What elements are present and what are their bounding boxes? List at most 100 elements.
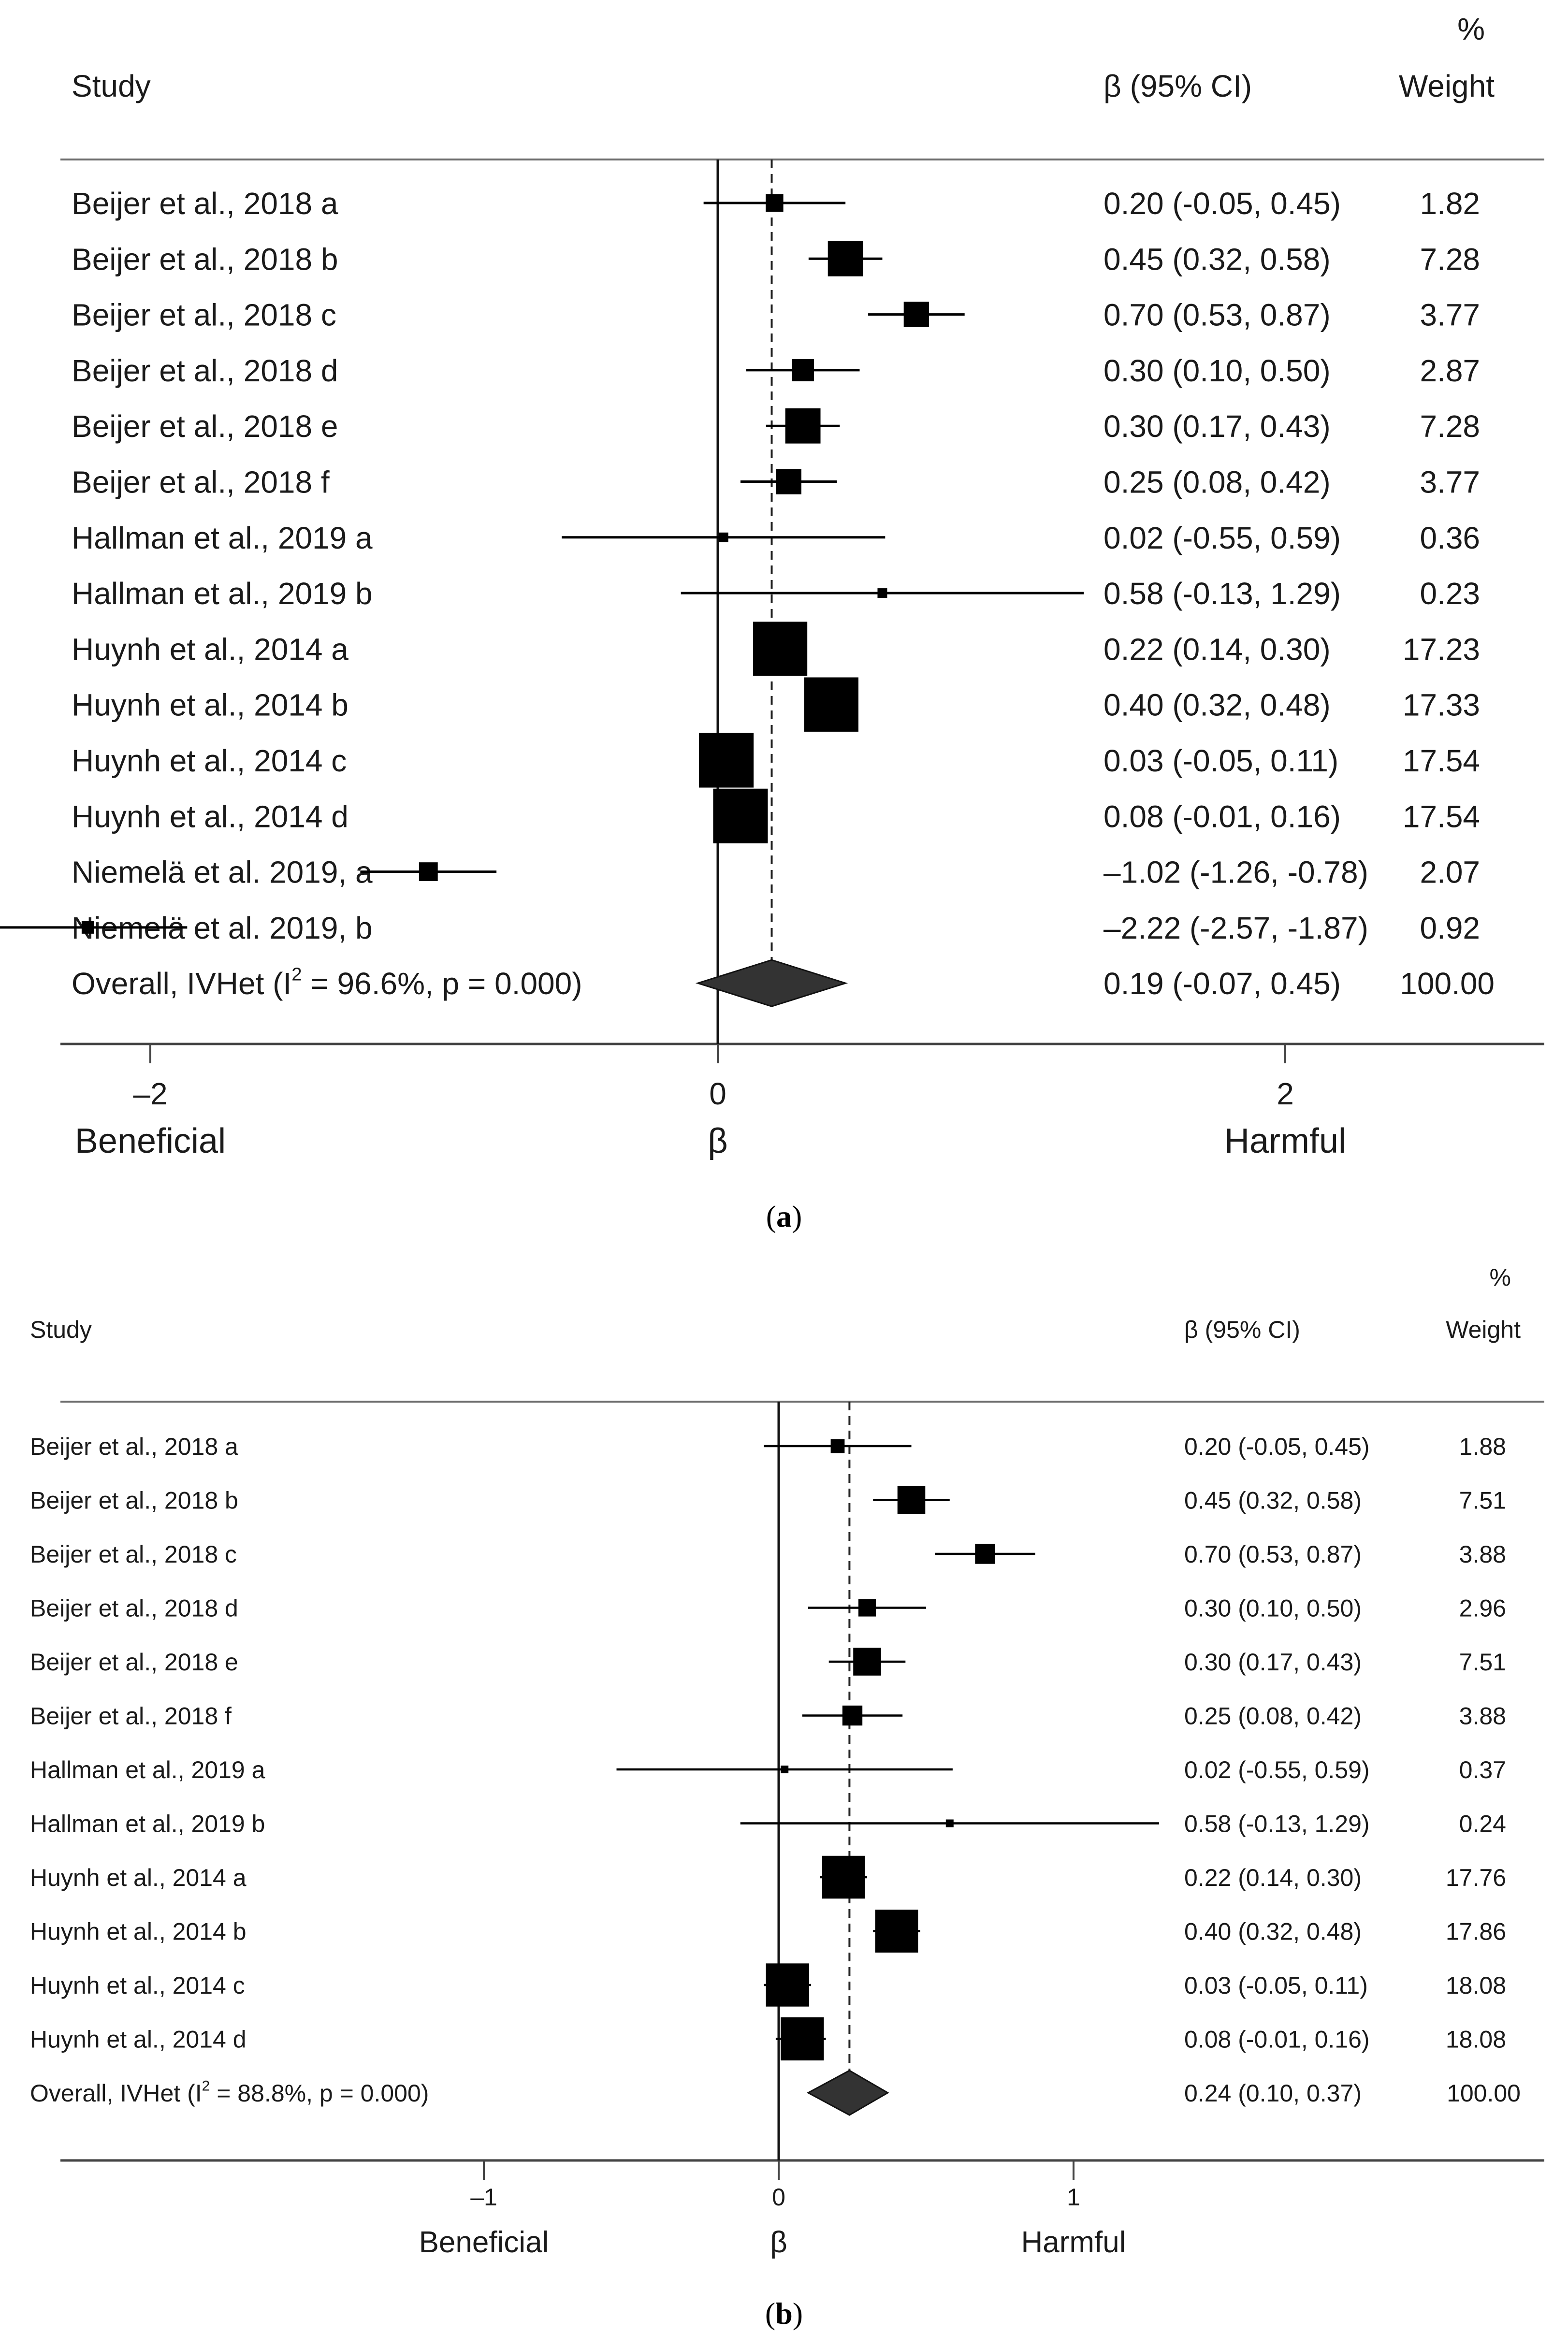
overall-weight-value: 100.00 [1447,2080,1521,2107]
weight-value: 1.88 [1459,1433,1506,1460]
x-tick-label: 1 [1067,2184,1080,2211]
study-name: Hallman et al., 2019 a [30,1756,265,1783]
point-estimate-box [766,1963,809,2007]
ci-value: 0.30 (0.10, 0.50) [1184,1595,1362,1622]
x-axis-title: β [770,2226,787,2259]
point-estimate-box [718,532,728,542]
point-estimate-box [853,1648,881,1676]
ci-value: 0.30 (0.10, 0.50) [1103,353,1331,388]
weight-value: 17.76 [1446,1864,1506,1891]
weight-value: 18.08 [1446,2026,1506,2053]
study-name: Huynh et al., 2014 d [30,2026,247,2053]
ci-value: 0.20 (-0.05, 0.45) [1184,1433,1370,1460]
overall-label: Overall, IVHet (I2 = 88.8%, p = 0.000) [30,2078,429,2107]
point-estimate-box [699,733,754,788]
weight-column-header: Weight [1399,69,1495,103]
weight-percent-header: % [1490,1264,1511,1291]
ci-value: 0.70 (0.53, 0.87) [1184,1541,1362,1568]
ci-value: –2.22 (-2.57, -1.87) [1103,911,1368,945]
weight-value: 1.82 [1420,186,1480,221]
study-name: Beijer et al., 2018 f [72,465,330,500]
weight-value: 0.24 [1459,1811,1506,1838]
point-estimate-box [776,469,801,494]
ci-value: 0.58 (-0.13, 1.29) [1103,576,1341,611]
ci-value: 0.30 (0.17, 0.43) [1184,1649,1362,1676]
point-estimate-box [419,862,438,882]
overall-diamond [695,959,848,1007]
study-name: Huynh et al., 2014 a [30,1864,247,1891]
point-estimate-box [713,788,768,843]
ci-value: 0.45 (0.32, 0.58) [1184,1487,1362,1514]
ci-value: 0.20 (-0.05, 0.45) [1103,186,1341,221]
ci-value: 0.40 (0.32, 0.48) [1103,688,1331,723]
harmful-label: Harmful [1224,1122,1346,1160]
forest-plot-b-svg: % Study β (95% CI) Weight Beijer et al., 201… [30,1264,1544,2259]
x-tick-label: 2 [1277,1076,1294,1111]
weight-value: 2.96 [1459,1595,1506,1622]
caption-a: (a) [766,1199,802,1233]
study-name: Beijer et al., 2018 e [30,1649,238,1676]
caption-b-letter: b [775,2296,793,2331]
study-column-header: Study [30,1316,92,1343]
study-name: Huynh et al., 2014 d [72,799,348,834]
x-tick-label: –1 [470,2184,497,2211]
weight-value: 0.37 [1459,1756,1506,1783]
overall-label: Overall, IVHet (I2 = 96.6%, p = 0.000) [72,964,582,1001]
point-estimate-box [858,1599,876,1617]
ci-value: 0.02 (-0.55, 0.59) [1184,1756,1370,1783]
point-estimate-box [781,1766,789,1773]
ci-value: 0.30 (0.17, 0.43) [1103,409,1331,444]
ci-value: 0.22 (0.14, 0.30) [1103,632,1331,666]
study-name: Beijer et al., 2018 d [72,353,338,388]
weight-value: 3.88 [1459,1703,1506,1730]
overall-diamond [806,2070,889,2116]
study-name: Beijer et al., 2018 e [72,409,338,444]
weight-value: 17.86 [1446,1918,1506,1945]
study-name: Beijer et al., 2018 a [72,186,338,221]
study-name: Beijer et al., 2018 c [30,1541,237,1568]
ci-column-header: β (95% CI) [1103,69,1252,103]
ci-value: 0.03 (-0.05, 0.11) [1103,743,1338,778]
study-name: Niemelä et al. 2019, a [72,855,373,890]
weight-value: 3.77 [1420,465,1480,500]
weight-value: 17.54 [1403,799,1480,834]
weight-value: 3.77 [1420,298,1480,333]
study-name: Hallman et al., 2019 b [72,576,373,611]
ci-value: 0.08 (-0.01, 0.16) [1184,2026,1370,2053]
overall-label-superscript: 2 [202,2078,210,2094]
study-column-header: Study [72,69,151,103]
weight-value: 7.51 [1459,1487,1506,1514]
point-estimate-box [81,921,94,934]
study-name: Beijer et al., 2018 b [72,242,338,276]
study-name: Huynh et al., 2014 c [30,1972,245,1999]
overall-ci-value: 0.19 (-0.07, 0.45) [1103,966,1341,1001]
overall-label-prefix: Overall, IVHet (I [72,966,291,1001]
beneficial-label: Beneficial [419,2226,549,2259]
study-name: Beijer et al., 2018 d [30,1595,238,1622]
weight-value: 17.33 [1403,688,1480,723]
x-tick-label: 0 [772,2184,785,2211]
ci-value: 0.58 (-0.13, 1.29) [1184,1811,1370,1838]
overall-label-superscript: 2 [291,964,302,985]
ci-value: 0.02 (-0.55, 0.59) [1103,521,1341,555]
overall-label-prefix: Overall, IVHet (I [30,2080,202,2107]
point-estimate-box [897,1486,926,1514]
ci-value: 0.45 (0.32, 0.58) [1103,242,1331,276]
ci-value: 0.25 (0.08, 0.42) [1184,1703,1362,1730]
weight-value: 0.23 [1420,576,1480,611]
caption-b: (b) [765,2296,803,2331]
weight-percent-header: % [1457,12,1485,46]
study-name: Huynh et al., 2014 c [72,743,347,778]
overall-ci-value: 0.24 (0.10, 0.37) [1184,2080,1362,2107]
point-estimate-box [975,1544,995,1564]
point-estimate-box [842,1705,863,1726]
study-name: Beijer et al., 2018 f [30,1703,232,1730]
point-estimate-box [875,1910,918,1953]
forest-plot-b: % Study β (95% CI) Weight Beijer et al., 201… [0,1257,1568,2347]
ci-value: 0.40 (0.32, 0.48) [1184,1918,1362,1945]
weight-value: 2.87 [1420,353,1480,388]
harmful-label: Harmful [1021,2226,1126,2259]
point-estimate-box [830,1439,845,1453]
point-estimate-box [828,241,863,276]
weight-value: 7.28 [1420,409,1480,444]
